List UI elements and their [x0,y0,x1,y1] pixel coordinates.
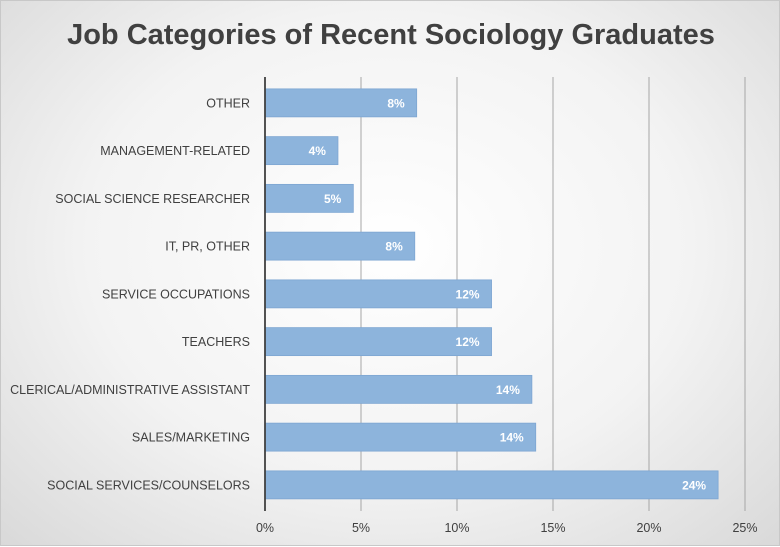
bar-7 [264,422,537,452]
x-tick-label-3: 15% [540,521,565,535]
data-label-3: 8% [385,240,403,254]
x-tick-label-5: 25% [732,521,757,535]
bar-5 [264,327,492,357]
bar-3 [264,231,416,261]
x-tick-label-0: 0% [256,521,274,535]
bar-1 [264,136,339,166]
bar-2 [264,183,354,213]
x-tick-label-2: 10% [444,521,469,535]
category-label-4: SERVICE OCCUPATIONS [102,287,250,301]
category-label-5: TEACHERS [182,335,250,349]
data-label-5: 12% [456,335,480,349]
x-tick-label-1: 5% [352,521,370,535]
data-label-7: 14% [500,431,524,445]
chart-title: Job Categories of Recent Sociology Gradu… [67,19,715,51]
data-label-4: 12% [456,287,480,301]
data-label-0: 8% [387,96,405,110]
bar-4 [264,279,492,309]
category-label-2: SOCIAL SCIENCE RESEARCHER [55,192,250,206]
category-label-0: OTHER [206,96,250,110]
data-label-6: 14% [496,383,520,397]
data-label-2: 5% [324,192,342,206]
x-tick-label-4: 20% [636,521,661,535]
bar-6 [264,374,533,404]
bar-8 [264,470,719,500]
category-label-7: SALES/MARKETING [132,431,250,445]
category-label-1: MANAGEMENT-RELATED [100,144,250,158]
category-label-6: CLERICAL/ADMINISTRATIVE ASSISTANT [10,383,250,397]
data-label-8: 24% [682,478,706,492]
data-label-1: 4% [309,144,327,158]
category-label-8: SOCIAL SERVICES/COUNSELORS [47,478,250,492]
category-label-3: IT, PR, OTHER [165,240,250,254]
